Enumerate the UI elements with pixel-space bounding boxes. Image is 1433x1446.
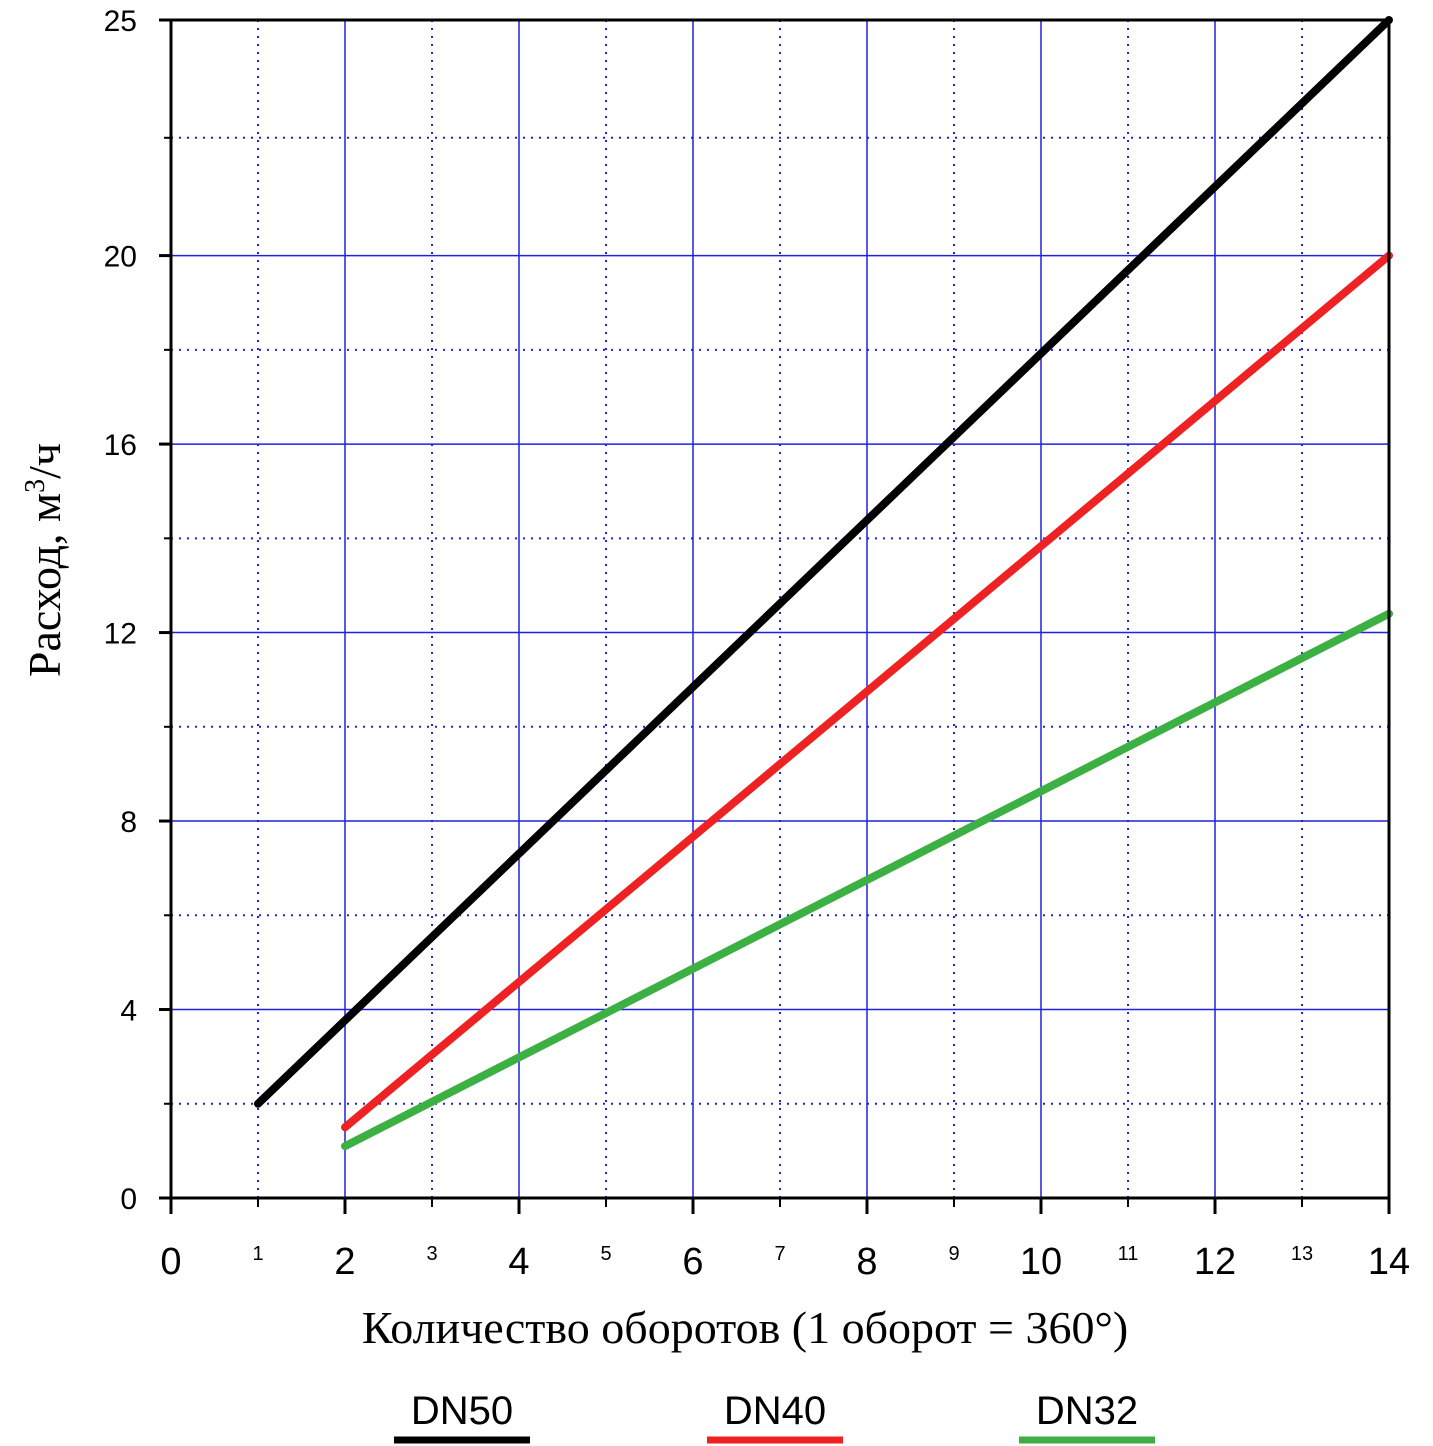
series-line-dn40 [341,251,1393,1132]
x-minor-tick-label: 11 [1118,1243,1139,1265]
minor-grid [171,20,1389,1198]
series-lines [254,16,1393,1151]
axes [159,18,1391,1214]
x-tick-label: 12 [1194,1241,1236,1283]
x-minor-tick-label: 5 [600,1243,611,1265]
x-minor-tick-label: 7 [774,1243,785,1265]
y-tick-label: 20 [104,241,137,274]
y-axis-title: Расход, м3/ч [19,443,70,677]
y-axis-title-sup: 3 [20,479,51,493]
x-tick-label: 4 [508,1241,529,1283]
x-minor-tick-label: 1 [252,1243,263,1265]
x-tick-label: 14 [1368,1241,1410,1283]
y-axis-title-main: Расход, м [19,493,70,677]
x-minor-tick-label: 9 [948,1243,959,1265]
y-tick-label: 16 [104,429,137,462]
x-tick-label: 6 [682,1241,703,1283]
x-minor-tick-label: 3 [426,1243,437,1265]
x-tick-label: 10 [1020,1241,1062,1283]
y-axis-title-tail: /ч [19,443,70,479]
x-tick-label: 2 [334,1241,355,1283]
x-tick-label: 8 [856,1241,877,1283]
y-tick-label: 8 [120,806,137,839]
x-axis-title: Количество оборотов (1 оборот = 360°) [362,1302,1128,1353]
legend: DN50 DN40 DN32 [394,1389,1155,1444]
y-tick-label: 4 [120,995,137,1028]
y-tick-label: 12 [104,618,137,651]
series-line-dn32 [341,609,1393,1151]
x-minor-tick-label: 13 [1291,1243,1313,1265]
svg-text:Расход, м3/ч: Расход, м3/ч [19,443,70,677]
major-grid [171,20,1389,1198]
y-tick-label: 25 [104,5,137,38]
series-line-dn50 [254,16,1393,1108]
legend-label-dn40: DN40 [724,1389,826,1433]
legend-label-dn32: DN32 [1036,1389,1138,1433]
legend-label-dn50: DN50 [411,1389,513,1433]
x-tick-label: 0 [160,1241,181,1283]
y-tick-label: 0 [120,1183,137,1216]
